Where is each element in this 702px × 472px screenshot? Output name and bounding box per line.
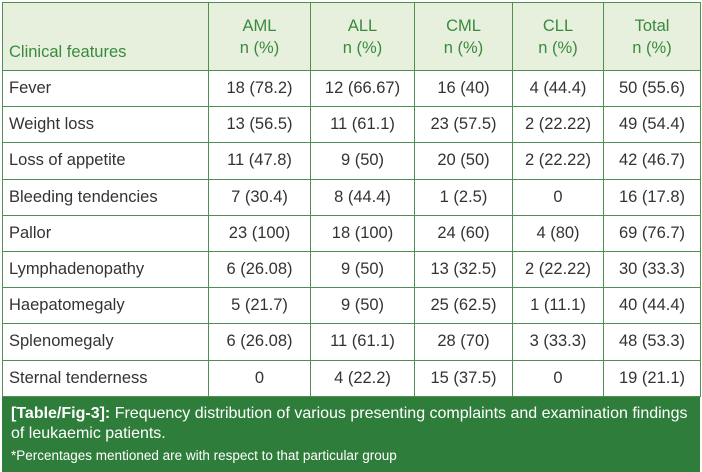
row-label: Bleeding tendencies [2,178,209,216]
table-cell: 13 (32.5) [414,250,513,289]
table-cell: 4 (80) [512,214,604,252]
table-body: Fever 18 (78.2) 12 (66.67) 16 (40) 4 (44.4) 5… [2,69,701,397]
table-cell: 13 (56.5) [208,106,311,144]
column-header: ALL n (%) [310,2,415,71]
table-cell: 4 (22.2) [310,359,415,397]
table-row: Loss of appetite 11 (47.8) 9 (50) 20 (50) 2 … [2,142,701,180]
table-row: Lymphadenopathy 6 (26.08) 9 (50) 13 (32.5) 2… [2,250,701,289]
table-cell: 2 (22.22) [512,250,604,289]
table-cell: 69 (76.7) [603,214,701,252]
caption-label: [Table/Fig-3]: [11,404,111,422]
table-cell: 0 [208,359,311,397]
row-label: Lymphadenopathy [2,250,209,289]
column-header-unit: n (%) [443,38,484,57]
table-cell: 23 (57.5) [414,106,513,144]
table-cell: 7 (30.4) [208,178,311,216]
table-row: Bleeding tendencies 7 (30.4) 8 (44.4) 1 (2.… [2,178,701,216]
table-cell: 24 (60) [414,214,513,252]
header-row: Clinical features AML n (%) ALL n (%) CML n (%… [2,2,701,71]
column-header: Clinical features [2,2,209,71]
table-cell: 5 (21.7) [208,287,311,325]
row-label: Haepatomegaly [2,287,209,325]
caption-text: Frequency distribution of various presen… [11,404,688,442]
table-cell: 9 (50) [310,142,415,180]
table-cell: 9 (50) [310,287,415,325]
table-cell: 3 (33.3) [512,323,604,361]
table-cell: 48 (53.3) [603,323,701,361]
table-cell: 0 [512,359,604,397]
column-header-unit: n (%) [239,38,280,57]
column-header-unit: n (%) [632,38,672,57]
table-row: Pallor 23 (100) 18 (100) 24 (60) 4 (80) 69 (7… [2,214,701,252]
table-row: Fever 18 (78.2) 12 (66.67) 16 (40) 4 (44.4) 5… [2,69,701,108]
caption-footnote: *Percentages mentioned are with respect … [11,447,397,463]
table-cell: 15 (37.5) [414,359,513,397]
column-header-title: Clinical features [9,43,127,61]
table-cell: 0 [512,178,604,216]
row-label: Splenomegaly [2,323,209,361]
table-cell: 19 (21.1) [603,359,701,397]
column-header-unit: n (%) [538,38,578,57]
table-cell: 12 (66.67) [310,69,415,108]
table-cell: 16 (40) [414,69,513,108]
row-label: Loss of appetite [2,142,209,180]
table-cell: 1 (11.1) [512,287,604,325]
table-cell: 6 (26.08) [208,250,311,289]
table-cell: 28 (70) [414,323,513,361]
table-cell: 42 (46.7) [603,142,701,180]
table-cell: 30 (33.3) [603,250,701,289]
table-cell: 49 (54.4) [603,106,701,144]
table-cell: 50 (55.6) [603,69,701,108]
table-cell: 1 (2.5) [414,178,513,216]
table-cell: 16 (17.8) [603,178,701,216]
column-header-title: ALL [347,16,378,35]
clinical-features-table: Clinical features AML n (%) ALL n (%) CML n (%… [2,2,701,397]
table-cell: 4 (44.4) [512,69,604,108]
column-header-title: AML [242,16,277,35]
column-header-unit: n (%) [342,38,383,57]
table-row: Haepatomegaly 5 (21.7) 9 (50) 25 (62.5) 1 (1… [2,287,701,325]
table-cell: 2 (22.22) [512,142,604,180]
row-label: Sternal tenderness [2,359,209,397]
column-header: CLL n (%) [512,2,604,71]
column-header: AML n (%) [208,2,311,71]
table-cell: 18 (78.2) [208,69,311,108]
column-header: CML n (%) [414,2,513,71]
column-header-title: CML [446,16,481,35]
table-cell: 11 (61.1) [310,323,415,361]
table-cell: 25 (62.5) [414,287,513,325]
table-cell: 23 (100) [208,214,311,252]
figure-caption: [Table/Fig-3]: Frequency distribution of… [2,396,700,472]
table-cell: 18 (100) [310,214,415,252]
table-row: Sternal tenderness 0 4 (22.2) 15 (37.5) 0 19 … [2,359,701,397]
table-cell: 2 (22.22) [512,106,604,144]
table-row: Splenomegaly 6 (26.08) 11 (61.1) 28 (70) 3 (… [2,323,701,361]
table-cell: 11 (47.8) [208,142,311,180]
row-label: Weight loss [2,106,209,144]
row-label: Fever [2,69,209,108]
column-header-title: Total [634,16,670,35]
table-cell: 9 (50) [310,250,415,289]
table-cell: 20 (50) [414,142,513,180]
table-cell: 11 (61.1) [310,106,415,144]
column-header-title: CLL [542,16,574,35]
table-cell: 8 (44.4) [310,178,415,216]
row-label: Pallor [2,214,209,252]
table-header: Clinical features AML n (%) ALL n (%) CML n (%… [2,2,701,71]
table-cell: 40 (44.4) [603,287,701,325]
column-header: Total n (%) [603,2,701,71]
table-row: Weight loss 13 (56.5) 11 (61.1) 23 (57.5) 2 … [2,106,701,144]
table-cell: 6 (26.08) [208,323,311,361]
